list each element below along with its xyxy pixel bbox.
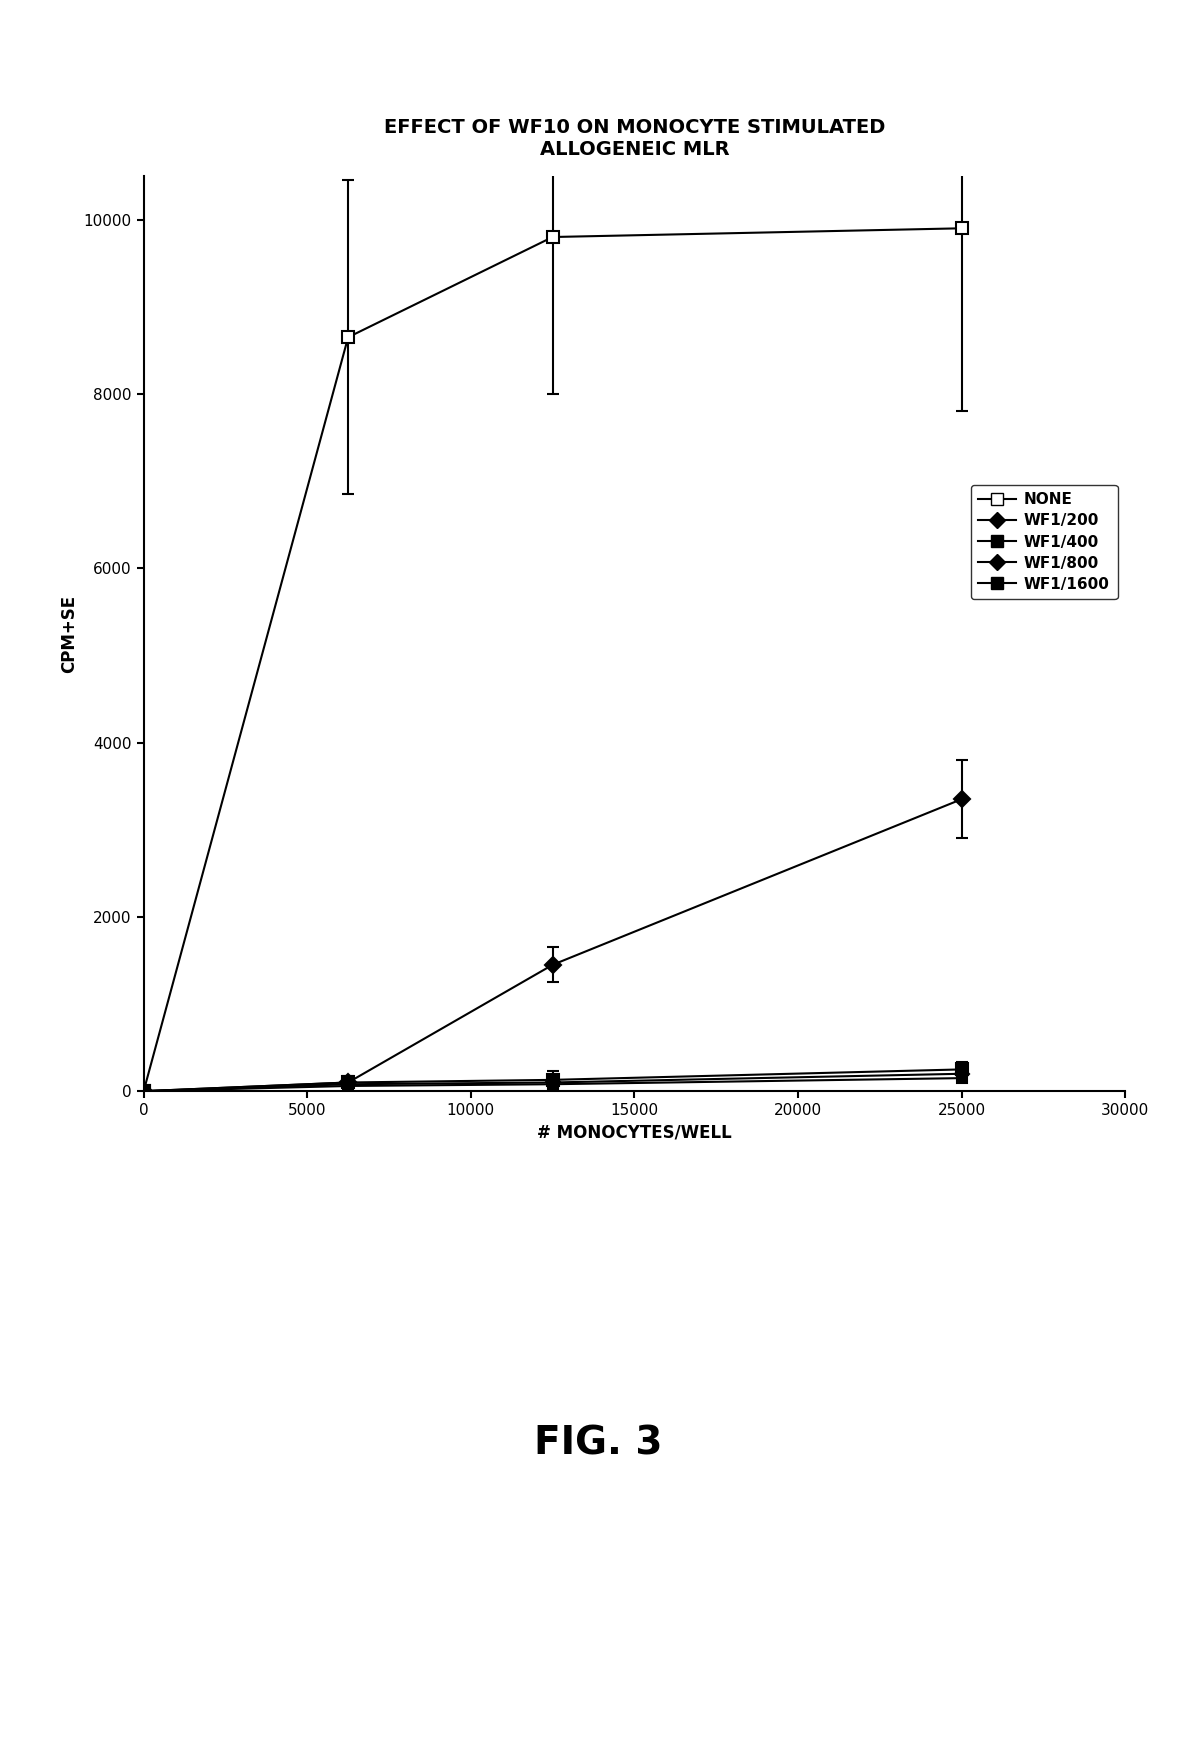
Text: FIG. 3: FIG. 3 bbox=[534, 1424, 663, 1463]
X-axis label: # MONOCYTES/WELL: # MONOCYTES/WELL bbox=[537, 1123, 731, 1142]
Y-axis label: CPM+SE: CPM+SE bbox=[60, 595, 78, 672]
Title: EFFECT OF WF10 ON MONOCYTE STIMULATED
ALLOGENEIC MLR: EFFECT OF WF10 ON MONOCYTE STIMULATED AL… bbox=[384, 118, 885, 158]
Legend: NONE, WF1/200, WF1/400, WF1/800, WF1/1600: NONE, WF1/200, WF1/400, WF1/800, WF1/160… bbox=[971, 484, 1118, 600]
